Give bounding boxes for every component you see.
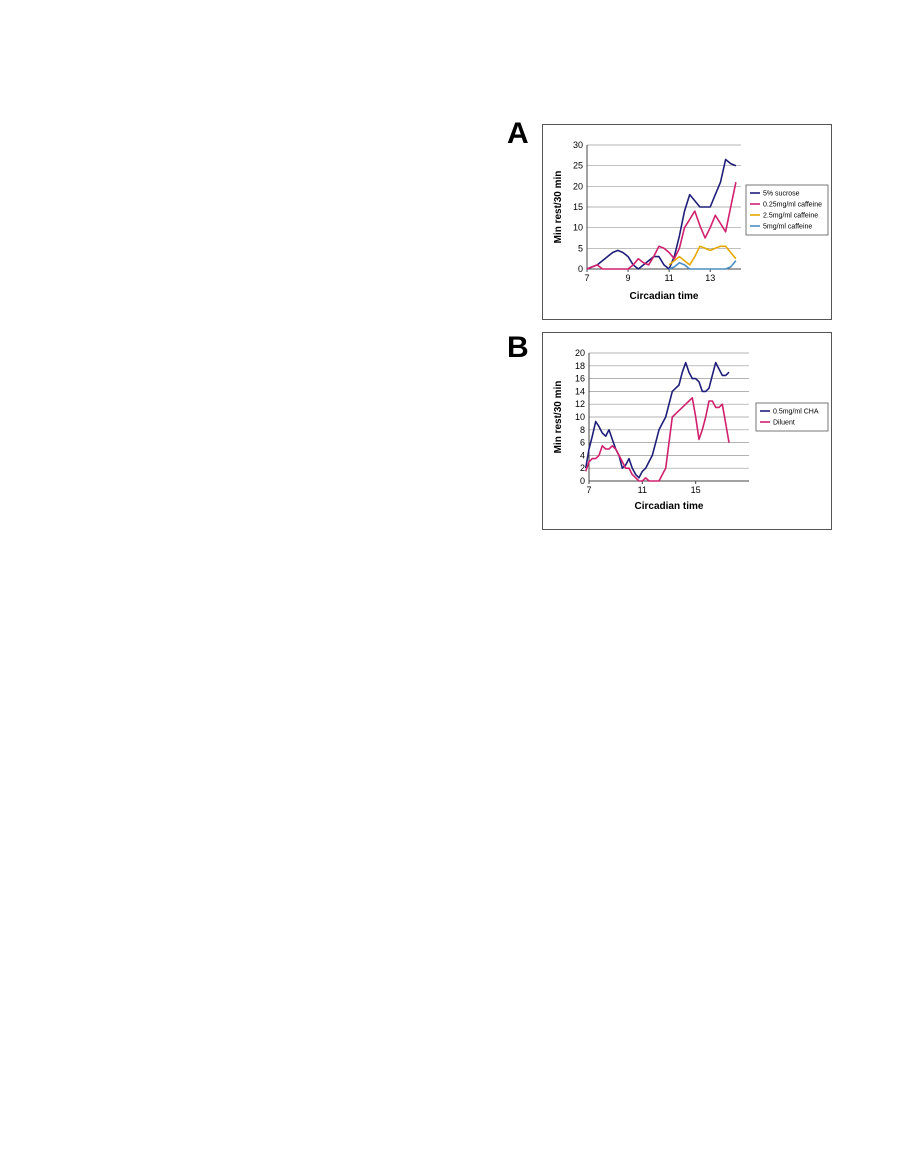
chart-a-frame: 0 5 10 15 20 25 30 7 9 11 13 Circadian time Min rest…: [542, 124, 832, 320]
chart-b-y-axis-title: Min rest/30 min: [553, 381, 564, 454]
chart-b-y-tick-label: 16: [575, 374, 585, 384]
chart-b-y-tick-label: 6: [580, 438, 585, 448]
chart-a-series-0-25mg-ml-caffeine: [586, 182, 737, 270]
chart-a-y-tick-label: 5: [578, 243, 583, 253]
panel-label-b: B: [507, 331, 529, 364]
chart-a: 0 5 10 15 20 25 30 7 9 11 13 Circadian time Min rest…: [553, 140, 829, 302]
chart-a-x-tick-label: 9: [626, 273, 631, 283]
chart-b-y-tick-label: 18: [575, 361, 585, 371]
chart-b-x-tick-label: 15: [691, 485, 701, 495]
chart-a-y-tick-label: 25: [573, 161, 583, 171]
chart-a-y-tick-label: 10: [573, 223, 583, 233]
chart-a-y-tick-label: 15: [573, 202, 583, 212]
chart-b-y-tick-label: 2: [580, 463, 585, 473]
chart-b-x-tick-label: 11: [638, 485, 647, 495]
chart-a-legend-label-0-25mg-ml-caffeine: 0.25mg/ml caffeine: [763, 202, 822, 209]
chart-a-x-tick-label: 7: [584, 273, 589, 283]
chart-b-y-tick-label: 4: [580, 450, 585, 460]
chart-a-y-tick-label: 20: [573, 181, 583, 191]
chart-b-series-0-5mg-ml-cha: [584, 361, 730, 479]
chart-b: 0 2 4 6 8 10 12 14 16 18 20 7 11 15 Circadian time Min …: [553, 348, 829, 512]
chart-a-series-2-5mg-ml-caffeine: [668, 245, 737, 266]
chart-b-series-diluent: [584, 397, 730, 482]
chart-a-y-tick-label: 30: [573, 140, 583, 150]
panel-label-a: A: [507, 117, 529, 150]
chart-a-x-tick-label: 11: [664, 273, 673, 283]
chart-a-legend-label-2-5mg-ml-caffeine: 2.5mg/ml caffeine: [763, 213, 818, 220]
chart-a-legend-label-5mg-ml-caffeine: 5mg/ml caffeine: [763, 224, 812, 231]
chart-b-y-tick-label: 0: [580, 476, 585, 486]
chart-b-frame: 0 2 4 6 8 10 12 14 16 18 20 7 11 15 Circadian time Min …: [542, 332, 832, 530]
chart-b-y-tick-label: 10: [575, 412, 585, 422]
chart-b-x-axis-title: Circadian time: [635, 501, 704, 512]
chart-a-y-tick-label: 0: [578, 264, 583, 274]
chart-a-x-tick-label: 13: [705, 273, 715, 283]
chart-a-series-5-sucrose: [586, 158, 737, 270]
chart-a-legend-label-5-sucrose: 5% sucrose: [763, 191, 800, 198]
chart-a-y-axis-title: Min rest/30 min: [553, 171, 564, 244]
chart-a-series-5mg-ml-caffeine: [668, 260, 737, 270]
chart-b-y-tick-label: 8: [580, 425, 585, 435]
chart-b-x-tick-label: 7: [586, 485, 591, 495]
chart-b-legend-label-diluent: Diluent: [773, 420, 795, 427]
chart-b-y-tick-label: 12: [575, 399, 585, 409]
chart-b-y-tick-label: 20: [575, 348, 585, 358]
chart-b-legend-label-0-5mg-ml-cha: 0.5mg/ml CHA: [773, 409, 819, 416]
chart-b-y-tick-label: 14: [575, 386, 585, 396]
chart-a-x-axis-title: Circadian time: [630, 291, 699, 302]
chart-b-legend: [755, 402, 829, 432]
